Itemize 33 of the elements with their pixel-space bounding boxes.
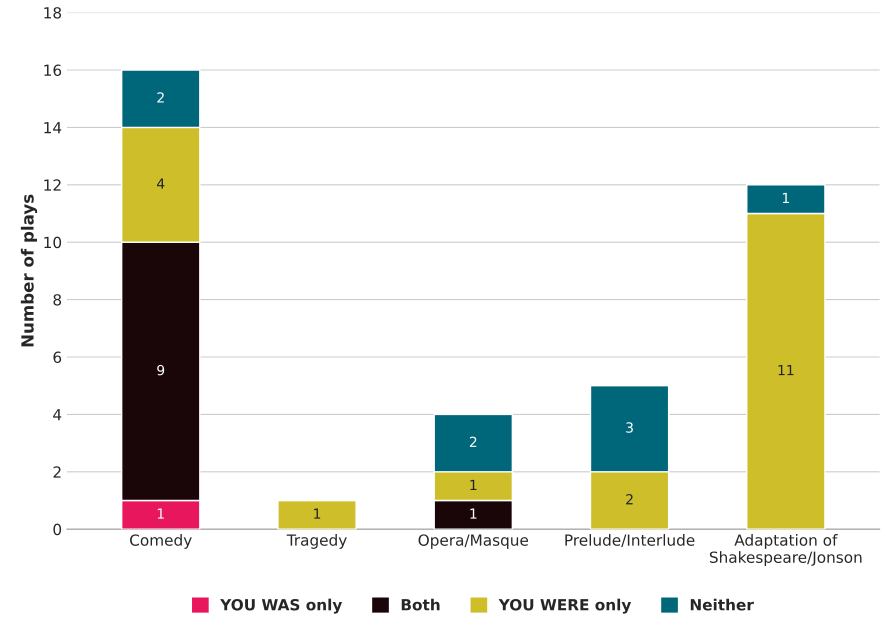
data-label: 2 bbox=[157, 92, 164, 103]
x-tick-label: Comedy bbox=[130, 534, 192, 549]
legend-label: Neither bbox=[690, 598, 754, 611]
data-label: 9 bbox=[157, 364, 164, 376]
x-tick-label: Opera/Masque bbox=[418, 534, 528, 549]
data-label: 2 bbox=[470, 436, 476, 447]
data-label: 3 bbox=[626, 422, 633, 433]
legend-label: YOU WERE only bbox=[498, 598, 632, 614]
legend-label: Both bbox=[402, 598, 440, 611]
data-label: 4 bbox=[157, 178, 164, 189]
y-tick-label: 16 bbox=[44, 64, 62, 76]
legend-label: YOU WAS only bbox=[220, 598, 342, 614]
data-label: 1 bbox=[158, 508, 164, 519]
y-axis-title: Number of plays bbox=[20, 194, 38, 346]
x-tick-label: Adaptation of Shakespeare/Jonson bbox=[710, 534, 862, 566]
y-tick-label: 8 bbox=[53, 294, 62, 306]
y-tick-label: 10 bbox=[44, 236, 62, 248]
data-label: 1 bbox=[782, 192, 789, 203]
y-tick-label: 6 bbox=[53, 351, 62, 364]
y-tick-label: 18 bbox=[44, 7, 62, 19]
y-tick-label: 14 bbox=[44, 122, 62, 134]
data-label: 1 bbox=[470, 508, 476, 519]
y-tick-label: 4 bbox=[53, 409, 62, 420]
y-tick-label: 2 bbox=[54, 466, 61, 478]
y-tick-label: 12 bbox=[44, 179, 61, 191]
y-tick-label: 0 bbox=[53, 524, 62, 536]
bar bbox=[277, 500, 357, 530]
x-tick-label: Tragedy bbox=[286, 534, 347, 549]
data-label: 11 bbox=[778, 365, 794, 376]
data-label: 1 bbox=[314, 508, 320, 519]
data-label: 2 bbox=[626, 494, 633, 504]
x-tick-label: Prelude/Interlude bbox=[565, 534, 694, 548]
data-label: 1 bbox=[470, 480, 476, 490]
